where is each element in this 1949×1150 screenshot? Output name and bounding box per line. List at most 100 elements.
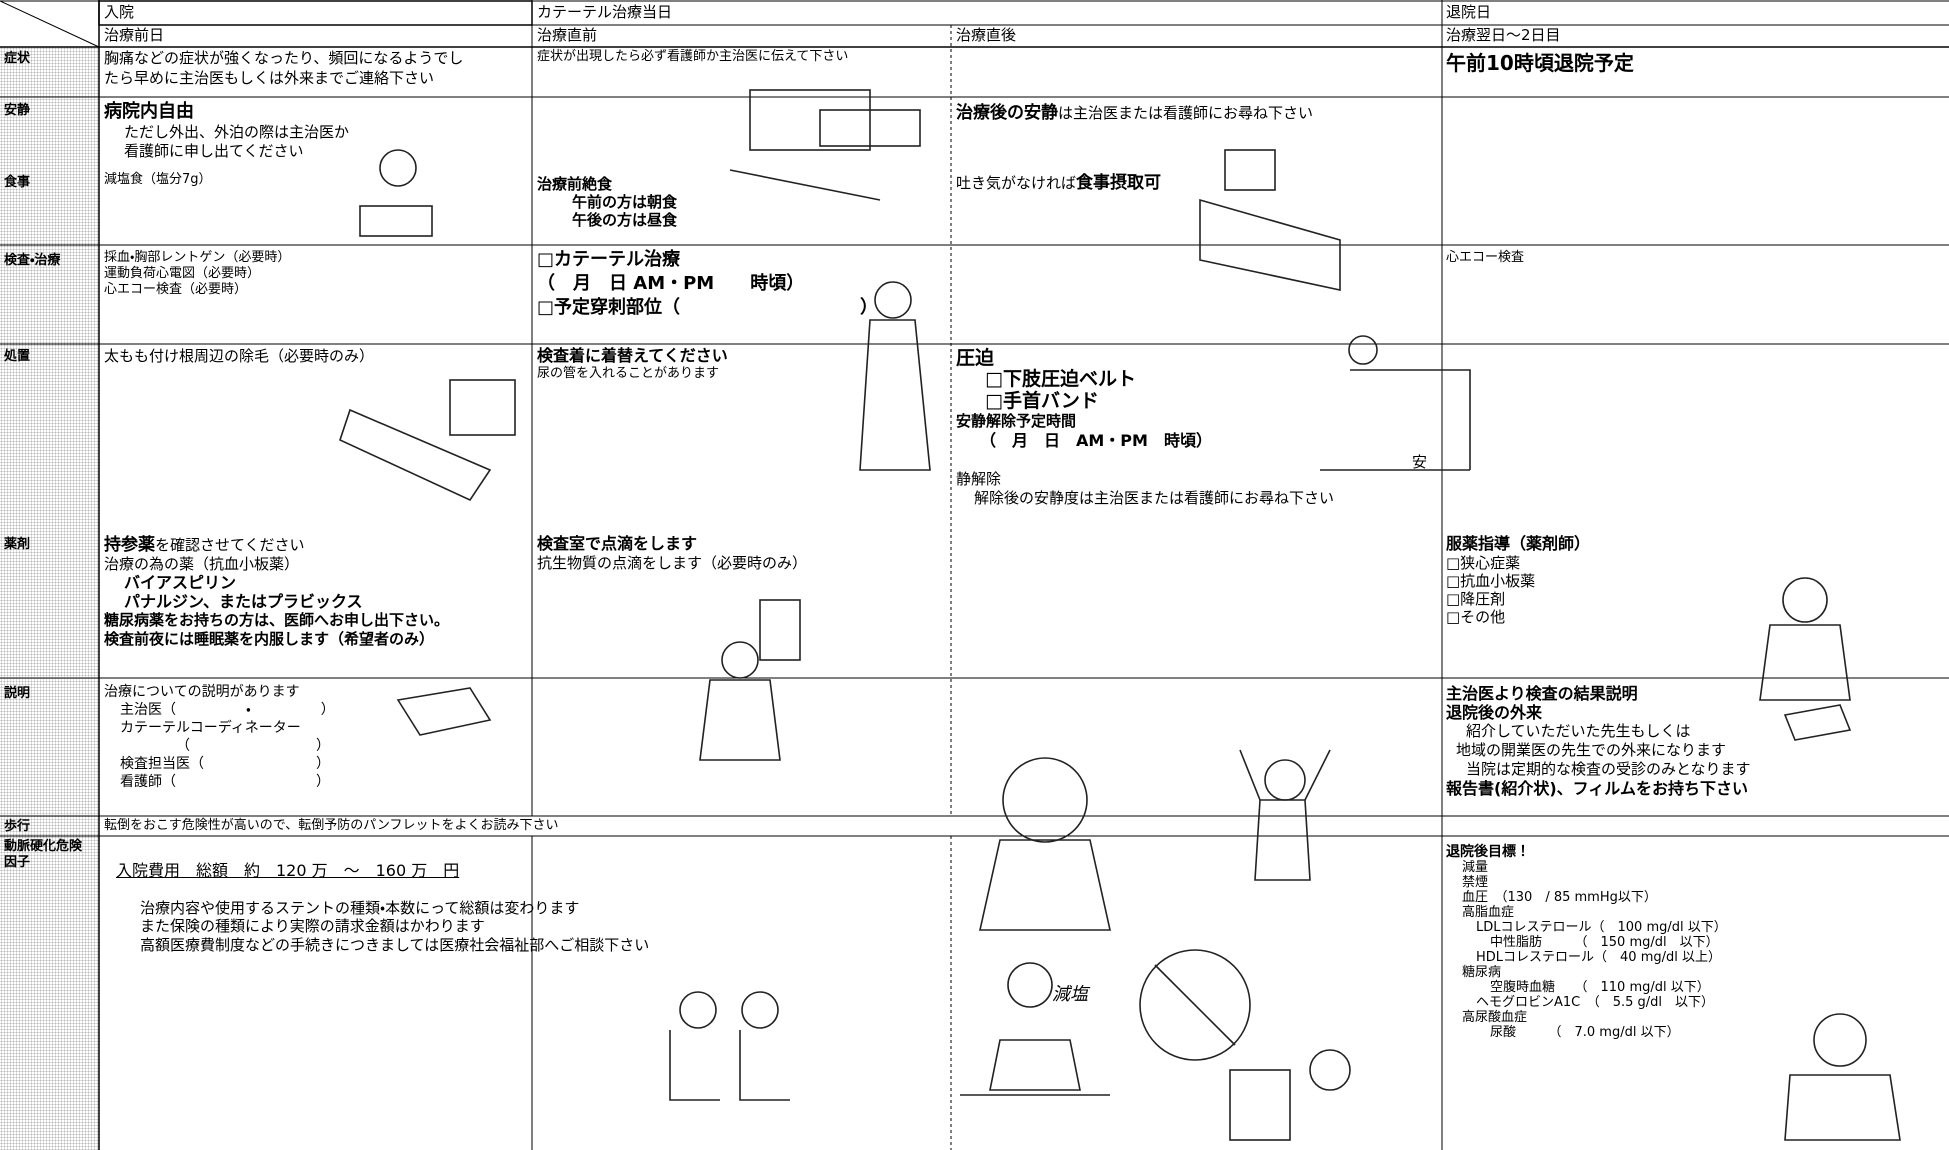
row-label: 症状 bbox=[4, 51, 31, 66]
cell-text: 入院費用 総額 約 120 万 ～ 160 万 円 bbox=[116, 861, 460, 880]
cell-text: □降圧剤 bbox=[1446, 590, 1506, 608]
cell-text: たら早めに主治医もしくは外来までご連絡下さい bbox=[104, 69, 435, 87]
cell-text: （ ） bbox=[176, 738, 330, 754]
cell-text: 採血・胸部レントゲン（必要時） bbox=[104, 250, 291, 265]
cell-text: 服薬指導（薬剤師） bbox=[1446, 534, 1591, 553]
cell-text: 高脂血症 bbox=[1462, 905, 1515, 920]
cell-text: 紹介していただいた先生もしくは bbox=[1466, 722, 1691, 740]
cell-text: （ 月 日 AM・PM 時頃） bbox=[980, 431, 1212, 450]
cell-text: 持参薬を確認させてください bbox=[104, 535, 305, 556]
cell-text: 安静解除予定時間 bbox=[956, 412, 1077, 430]
text: を確認させてください bbox=[155, 536, 305, 554]
cell-text: 治療前絶食 bbox=[537, 175, 613, 193]
cell-text: 空腹時血糖 （ 110 mg/dl 以下） bbox=[1490, 980, 1710, 995]
row-label: 動脈硬化危険因子 bbox=[4, 839, 83, 870]
cell-text: バイアスピリン bbox=[124, 573, 237, 592]
text: は主治医または看護師にお尋ね下さい bbox=[1058, 104, 1314, 122]
cell-text: 圧迫 bbox=[956, 347, 995, 369]
cell-text: 検査前夜には睡眠薬を内服します（希望者のみ） bbox=[104, 630, 435, 648]
row-label: 安静 bbox=[4, 103, 31, 118]
header-day-after: 治療翌日〜2日目 bbox=[1446, 26, 1561, 44]
cell-text: 糖尿病 bbox=[1462, 965, 1502, 980]
cell-text: 尿酸 （ 7.0 mg/dl 以下） bbox=[1490, 1025, 1680, 1040]
cell-text: 報告書(紹介状)、フィルムをお持ち下さい bbox=[1446, 779, 1748, 798]
row-label: 薬剤 bbox=[4, 537, 31, 552]
cell-text: 静解除 bbox=[956, 470, 1002, 488]
cell-text: ただし外出、外泊の際は主治医か bbox=[124, 123, 350, 141]
header-day-before: 治療前日 bbox=[104, 26, 165, 44]
illustration-text: 減塩 bbox=[1052, 984, 1088, 1005]
cell-text: 尿の管を入れることがあります bbox=[537, 366, 720, 381]
cell-text: 糖尿病薬をお持ちの方は、医師へお申し出下さい。 bbox=[104, 611, 450, 629]
cell-text: 退院後目標！ bbox=[1446, 844, 1530, 860]
cell-text: □その他 bbox=[1446, 608, 1506, 626]
cell-text: LDLコレステロール（ 100 mg/dl 以下） bbox=[1476, 920, 1727, 935]
cell-text: また保険の種類により実際の請求金額はかわります bbox=[140, 917, 485, 935]
cell-text: 安 bbox=[1412, 453, 1428, 471]
cell-text: 午後の方は昼食 bbox=[572, 211, 678, 229]
cell-text: カテーテルコーディネーター bbox=[120, 720, 301, 736]
emphasis: 治療後の安静 bbox=[956, 103, 1058, 123]
emphasis: 食事摂取可 bbox=[1076, 173, 1162, 193]
row-label: 検査・治療 bbox=[4, 253, 61, 268]
row-label: 説明 bbox=[4, 686, 31, 701]
cell-text: □手首バンド bbox=[985, 390, 1099, 412]
cell-text: 抗生物質の点滴をします（必要時のみ） bbox=[537, 554, 808, 572]
cell-text: 治療の為の薬（抗血小板薬） bbox=[104, 555, 300, 573]
cell-text: 高尿酸血症 bbox=[1462, 1010, 1528, 1025]
cell-text: 治療内容や使用するステントの種類・本数にって総額は変わります bbox=[140, 899, 580, 917]
header-just-after: 治療直後 bbox=[956, 26, 1017, 44]
cell-text: HDLコレステロール（ 40 mg/dl 以上） bbox=[1476, 950, 1721, 965]
cell-text: 検査着に着替えてください bbox=[537, 346, 728, 365]
cell-text: □カテーテル治療 bbox=[537, 249, 681, 270]
cell-text: □予定穿刺部位（ ） bbox=[537, 297, 879, 318]
cell-text: ヘモグロビンA1C （ 5.5 g/dl 以下） bbox=[1476, 995, 1715, 1010]
cell-text: □抗血小板薬 bbox=[1446, 572, 1536, 590]
cell-text: 午前10時頃退院予定 bbox=[1446, 51, 1634, 75]
cell-text: 減塩食（塩分7g） bbox=[104, 172, 212, 187]
cell-text: 看護師に申し出てください bbox=[124, 142, 304, 160]
row-label: 食事 bbox=[4, 175, 31, 190]
cell-text: □狭心症薬 bbox=[1446, 554, 1521, 572]
cell-text: 心エコー検査（必要時） bbox=[104, 282, 248, 297]
row-label: 歩行 bbox=[4, 819, 31, 834]
cell-text: 主治医（ ・ ） bbox=[120, 702, 335, 718]
header-catheter-day: カテーテル治療当日 bbox=[537, 3, 673, 21]
cell-text: 吐き気がなければ食事摂取可 bbox=[956, 173, 1162, 194]
cell-text: 検査担当医（ ） bbox=[120, 756, 330, 772]
emphasis: 持参薬 bbox=[104, 535, 155, 555]
cell-text: パナルジン、またはプラビックス bbox=[124, 592, 363, 611]
row-label: 処置 bbox=[4, 349, 31, 364]
text: 吐き気がなければ bbox=[956, 174, 1077, 192]
cell-text: 地域の開業医の先生での外来になります bbox=[1456, 741, 1727, 759]
cell-text: 症状が出現したら必ず看護師か主治医に伝えて下さい bbox=[537, 49, 849, 64]
cell-text: 減量 bbox=[1462, 860, 1489, 875]
cell-text: 午前の方は朝食 bbox=[572, 193, 678, 211]
header-discharge-day: 退院日 bbox=[1446, 3, 1492, 21]
cell-text: 胸痛などの症状が強くなったり、頻回になるようでし bbox=[104, 49, 464, 67]
cell-text: 禁煙 bbox=[1462, 875, 1489, 890]
cell-text: 太もも付け根周辺の除毛（必要時のみ） bbox=[104, 347, 375, 365]
cell-text: 主治医より検査の結果説明 bbox=[1446, 684, 1638, 703]
cell-text: 心エコー検査 bbox=[1446, 250, 1525, 265]
cell-text: 解除後の安静度は主治医または看護師にお尋ね下さい bbox=[974, 489, 1335, 507]
header-admission: 入院 bbox=[104, 3, 135, 21]
cell-text: 運動負荷心電図（必要時） bbox=[104, 266, 261, 281]
cell-text: （ 月 日 AM・PM 時頃） bbox=[537, 273, 805, 294]
label-column bbox=[0, 47, 99, 1150]
cell-text: 病院内自由 bbox=[104, 101, 194, 122]
cell-text: 高額医療費制度などの手続きにつきましては医療社会福祉部へご相談下さい bbox=[140, 936, 650, 954]
cell-text: 看護師（ ） bbox=[120, 774, 330, 790]
cell-text: 転倒をおこす危険性が高いので、転倒予防のパンフレットをよくお読み下さい bbox=[104, 818, 559, 833]
cell-text: 退院後の外来 bbox=[1446, 703, 1543, 722]
cell-text: 治療についての説明があります bbox=[104, 684, 300, 700]
cell-text: 中性脂肪 （ 150 mg/dl 以下） bbox=[1490, 935, 1719, 950]
cell-text: 検査室で点滴をします bbox=[537, 534, 698, 553]
cell-text: 当院は定期的な検査の受診のみとなります bbox=[1466, 760, 1751, 778]
cell-text: □下肢圧迫ベルト bbox=[985, 368, 1136, 390]
cell-text: 血圧 （130 / 85 mmHg以下） bbox=[1462, 890, 1657, 905]
header-just-before: 治療直前 bbox=[537, 26, 598, 44]
cell-text: 治療後の安静は主治医または看護師にお尋ね下さい bbox=[956, 103, 1314, 124]
